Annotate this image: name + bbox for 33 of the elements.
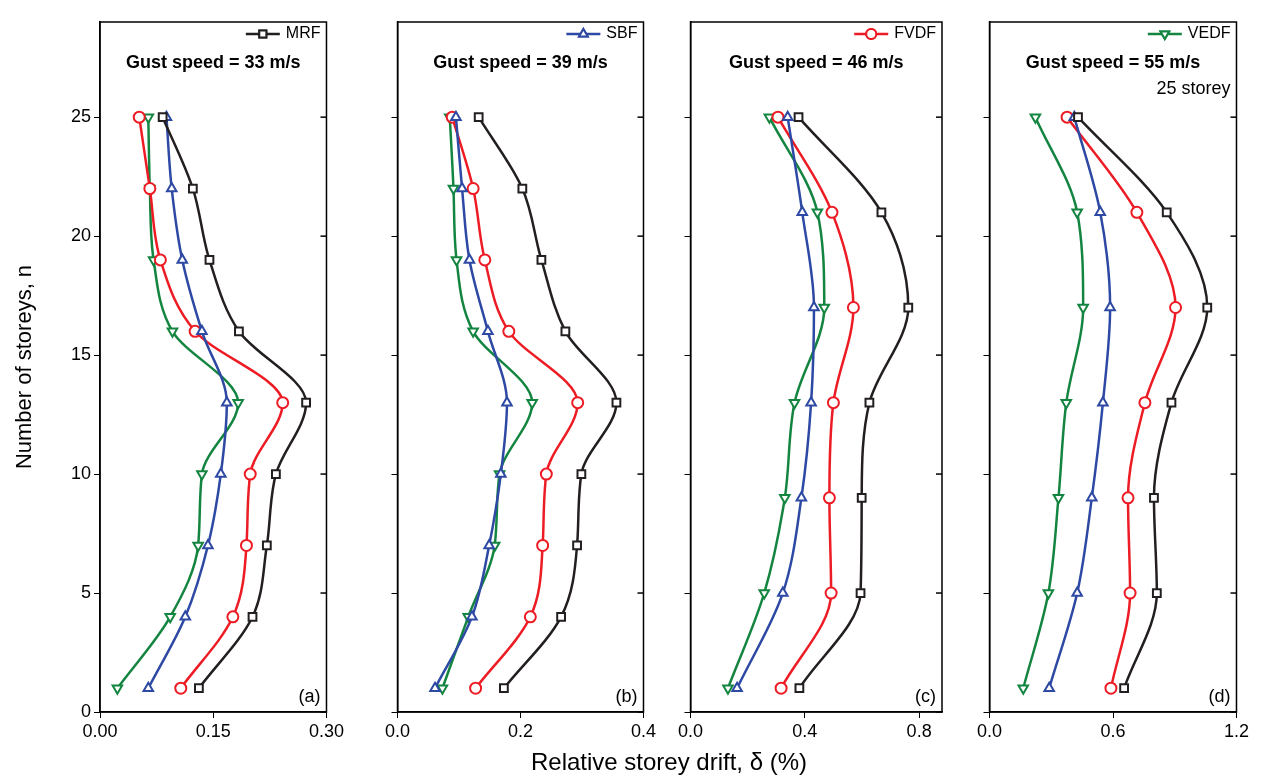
- y-tick-label: 25: [70, 106, 91, 127]
- x-tick-label: 0.8: [906, 720, 932, 741]
- annotation: (c): [915, 685, 936, 706]
- x-tick-label: 0.30: [308, 720, 345, 741]
- legend-label: MRF: [285, 24, 321, 42]
- x-tick-label: 0.6: [1100, 720, 1126, 741]
- text: Gust speed = 46 m/s: [728, 51, 904, 72]
- x-tick-label: 1.2: [1223, 720, 1249, 741]
- text: Gust speed = 55 m/s: [1025, 51, 1201, 72]
- y-tick-label: 5: [80, 582, 91, 602]
- legend-label: VEDF: [1187, 24, 1231, 42]
- x-tick-label: 0.15: [195, 720, 231, 741]
- y-tick-label: 10: [70, 463, 91, 484]
- legend-label: FVDF: [894, 24, 937, 42]
- annotation: (d): [1208, 685, 1231, 706]
- x-tick-label: 0.4: [792, 720, 818, 741]
- y-tick-label: 0: [80, 700, 91, 721]
- x-tick-label: 0.0: [977, 720, 1003, 741]
- x-tick-label: 0.2: [507, 720, 534, 741]
- annotation: 25 storey: [1156, 77, 1231, 98]
- y-tick-label: 20: [70, 225, 91, 246]
- x-tick-label: 0.4: [630, 720, 656, 741]
- y-axis-title: Number of storeys, n: [11, 264, 37, 470]
- legend-label: SBF: [606, 24, 638, 42]
- annotation: (a): [298, 685, 321, 706]
- annotation: (b): [615, 685, 638, 706]
- x-tick-label: 0.00: [82, 720, 118, 741]
- text: Gust speed = 39 m/s: [433, 51, 608, 72]
- text: Gust speed = 33 m/s: [125, 51, 301, 72]
- x-tick-label: 0.0: [385, 720, 411, 741]
- x-tick-label: 0.0: [678, 720, 704, 741]
- y-tick-label: 15: [70, 344, 91, 365]
- x-axis-title: Relative storey drift, δ (%): [529, 748, 809, 776]
